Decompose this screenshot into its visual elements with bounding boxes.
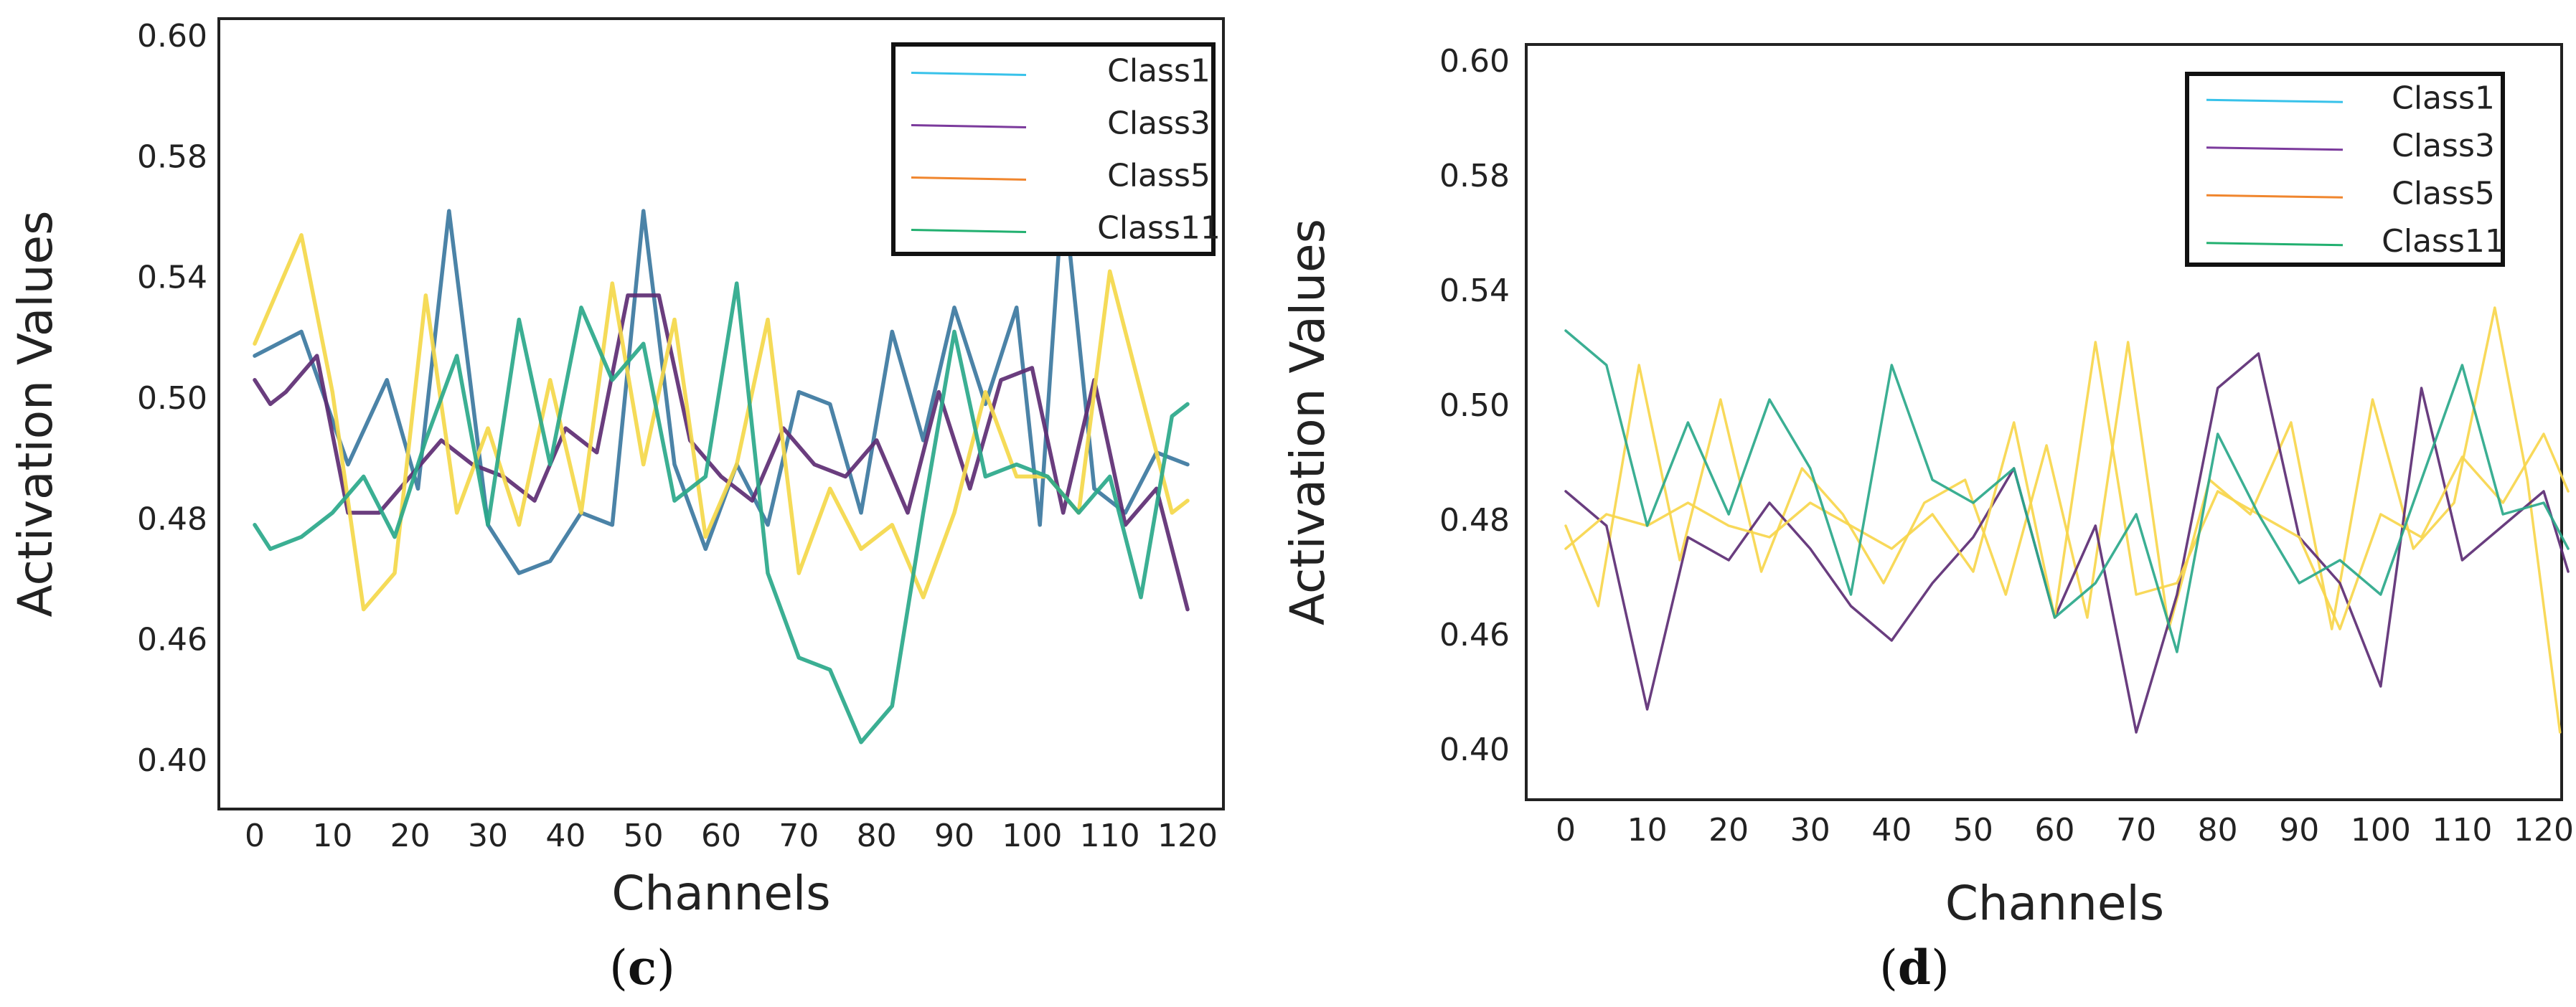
legend: Class1 Class3 Class5 Class11 xyxy=(2185,72,2505,267)
x-tick-label: 70 xyxy=(2116,812,2156,848)
x-tick-label: 30 xyxy=(468,818,508,854)
plot-frame xyxy=(217,17,1225,810)
y-tick-label: 0.58 xyxy=(1439,158,1510,194)
x-tick-label: 30 xyxy=(1790,812,1830,848)
legend-label: Class1 xyxy=(2392,80,2495,116)
legend-swatch xyxy=(2206,242,2344,247)
legend-swatch xyxy=(2206,194,2344,199)
series-line-class5 xyxy=(1564,341,2570,630)
legend-swatch xyxy=(911,72,1027,76)
y-tick-label: 0.48 xyxy=(1439,502,1510,539)
x-tick-label: 120 xyxy=(1157,818,1218,854)
x-tick-label: 80 xyxy=(857,818,897,854)
x-tick-label: 110 xyxy=(1080,818,1140,854)
x-axis-title: Channels xyxy=(611,866,830,921)
y-tick-label: 0.60 xyxy=(1439,43,1510,80)
x-tick-label: 40 xyxy=(1871,812,1912,848)
x-tick-label: 0 xyxy=(245,818,265,854)
panel-d-label: (d) xyxy=(1879,940,1950,996)
y-axis-title: Activation Values xyxy=(8,210,63,617)
x-tick-label: 40 xyxy=(545,818,586,854)
legend-label: Class5 xyxy=(1107,158,1211,194)
x-tick-label: 110 xyxy=(2432,812,2492,848)
x-tick-label: 100 xyxy=(1002,818,1062,854)
x-tick-label: 20 xyxy=(390,818,431,854)
series-line-class3 xyxy=(253,293,1190,612)
legend-label: Class5 xyxy=(2392,175,2495,212)
legend-label: Class1 xyxy=(1107,53,1211,90)
y-tick-label: 0.54 xyxy=(137,260,207,296)
x-tick-label: 100 xyxy=(2351,812,2411,848)
series-line-class11 xyxy=(1564,329,2570,653)
panel-d-chart: 0.60 0.58 0.54 0.50 0.48 0.46 0.40 0 10 20 30 40 50 6… xyxy=(1280,43,2574,931)
legend-swatch xyxy=(911,124,1027,128)
x-tick-label: 50 xyxy=(624,818,664,854)
y-tick-label: 0.50 xyxy=(137,380,207,417)
y-tick-label: 0.48 xyxy=(137,501,207,537)
y-tick-label: 0.54 xyxy=(1439,273,1510,309)
y-tick-label: 0.46 xyxy=(1439,617,1510,653)
x-tick-label: 80 xyxy=(2198,812,2238,848)
x-tick-label: 60 xyxy=(2035,812,2075,848)
x-tick-label: 120 xyxy=(2514,812,2574,848)
y-tick-label: 0.40 xyxy=(137,742,207,779)
y-axis-title: Activation Values xyxy=(1280,219,1335,625)
legend-label: Class3 xyxy=(2392,128,2495,164)
y-tick-label: 0.40 xyxy=(1439,732,1510,768)
legend-box xyxy=(891,42,1216,256)
legend-label: Class11 xyxy=(2382,223,2505,260)
x-tick-label: 10 xyxy=(312,818,352,854)
x-tick-label: 90 xyxy=(934,818,974,854)
panel-c-label: (c) xyxy=(609,940,675,996)
legend-swatch xyxy=(2206,98,2344,103)
legend-box xyxy=(2185,72,2505,267)
series-line-class1 xyxy=(1564,306,2562,734)
legend-label: Class11 xyxy=(1097,210,1221,247)
legend-swatch xyxy=(2206,146,2344,151)
panel-c-chart: 0.60 0.58 0.54 0.50 0.48 0.46 0.40 0 10 20 30 40 50 6… xyxy=(8,17,1225,921)
x-tick-label: 20 xyxy=(1708,812,1749,848)
x-axis-title: Channels xyxy=(1945,876,2164,931)
x-tick-label: 70 xyxy=(779,818,819,854)
x-tick-label: 0 xyxy=(1556,812,1576,848)
legend-label: Class3 xyxy=(1107,105,1211,142)
legend: Class1 Class3 Class5 Class11 xyxy=(891,42,1221,256)
y-tick-label: 0.50 xyxy=(1439,387,1510,424)
y-tick-label: 0.58 xyxy=(137,138,207,175)
y-tick-label: 0.60 xyxy=(137,18,207,55)
series-line-class1 xyxy=(253,184,1190,575)
series-line-class11 xyxy=(253,281,1190,744)
x-tick-label: 10 xyxy=(1627,812,1668,848)
series-line-class3 xyxy=(1564,352,2570,734)
x-tick-label: 60 xyxy=(701,818,741,854)
legend-swatch xyxy=(911,229,1027,233)
x-tick-label: 90 xyxy=(2279,812,2319,848)
plot-frame xyxy=(1525,43,2563,801)
y-tick-label: 0.46 xyxy=(137,622,207,658)
x-tick-label: 50 xyxy=(1953,812,1993,848)
legend-swatch xyxy=(911,176,1027,181)
